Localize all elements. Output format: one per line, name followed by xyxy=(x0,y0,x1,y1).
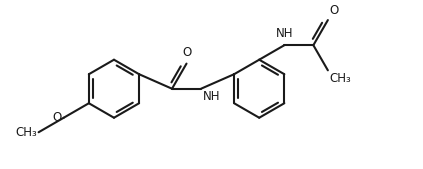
Text: CH₃: CH₃ xyxy=(15,126,37,139)
Text: O: O xyxy=(53,111,62,124)
Text: CH₃: CH₃ xyxy=(330,72,351,85)
Text: O: O xyxy=(330,4,339,17)
Text: NH: NH xyxy=(203,90,220,103)
Text: O: O xyxy=(182,46,191,59)
Text: NH: NH xyxy=(276,27,293,40)
